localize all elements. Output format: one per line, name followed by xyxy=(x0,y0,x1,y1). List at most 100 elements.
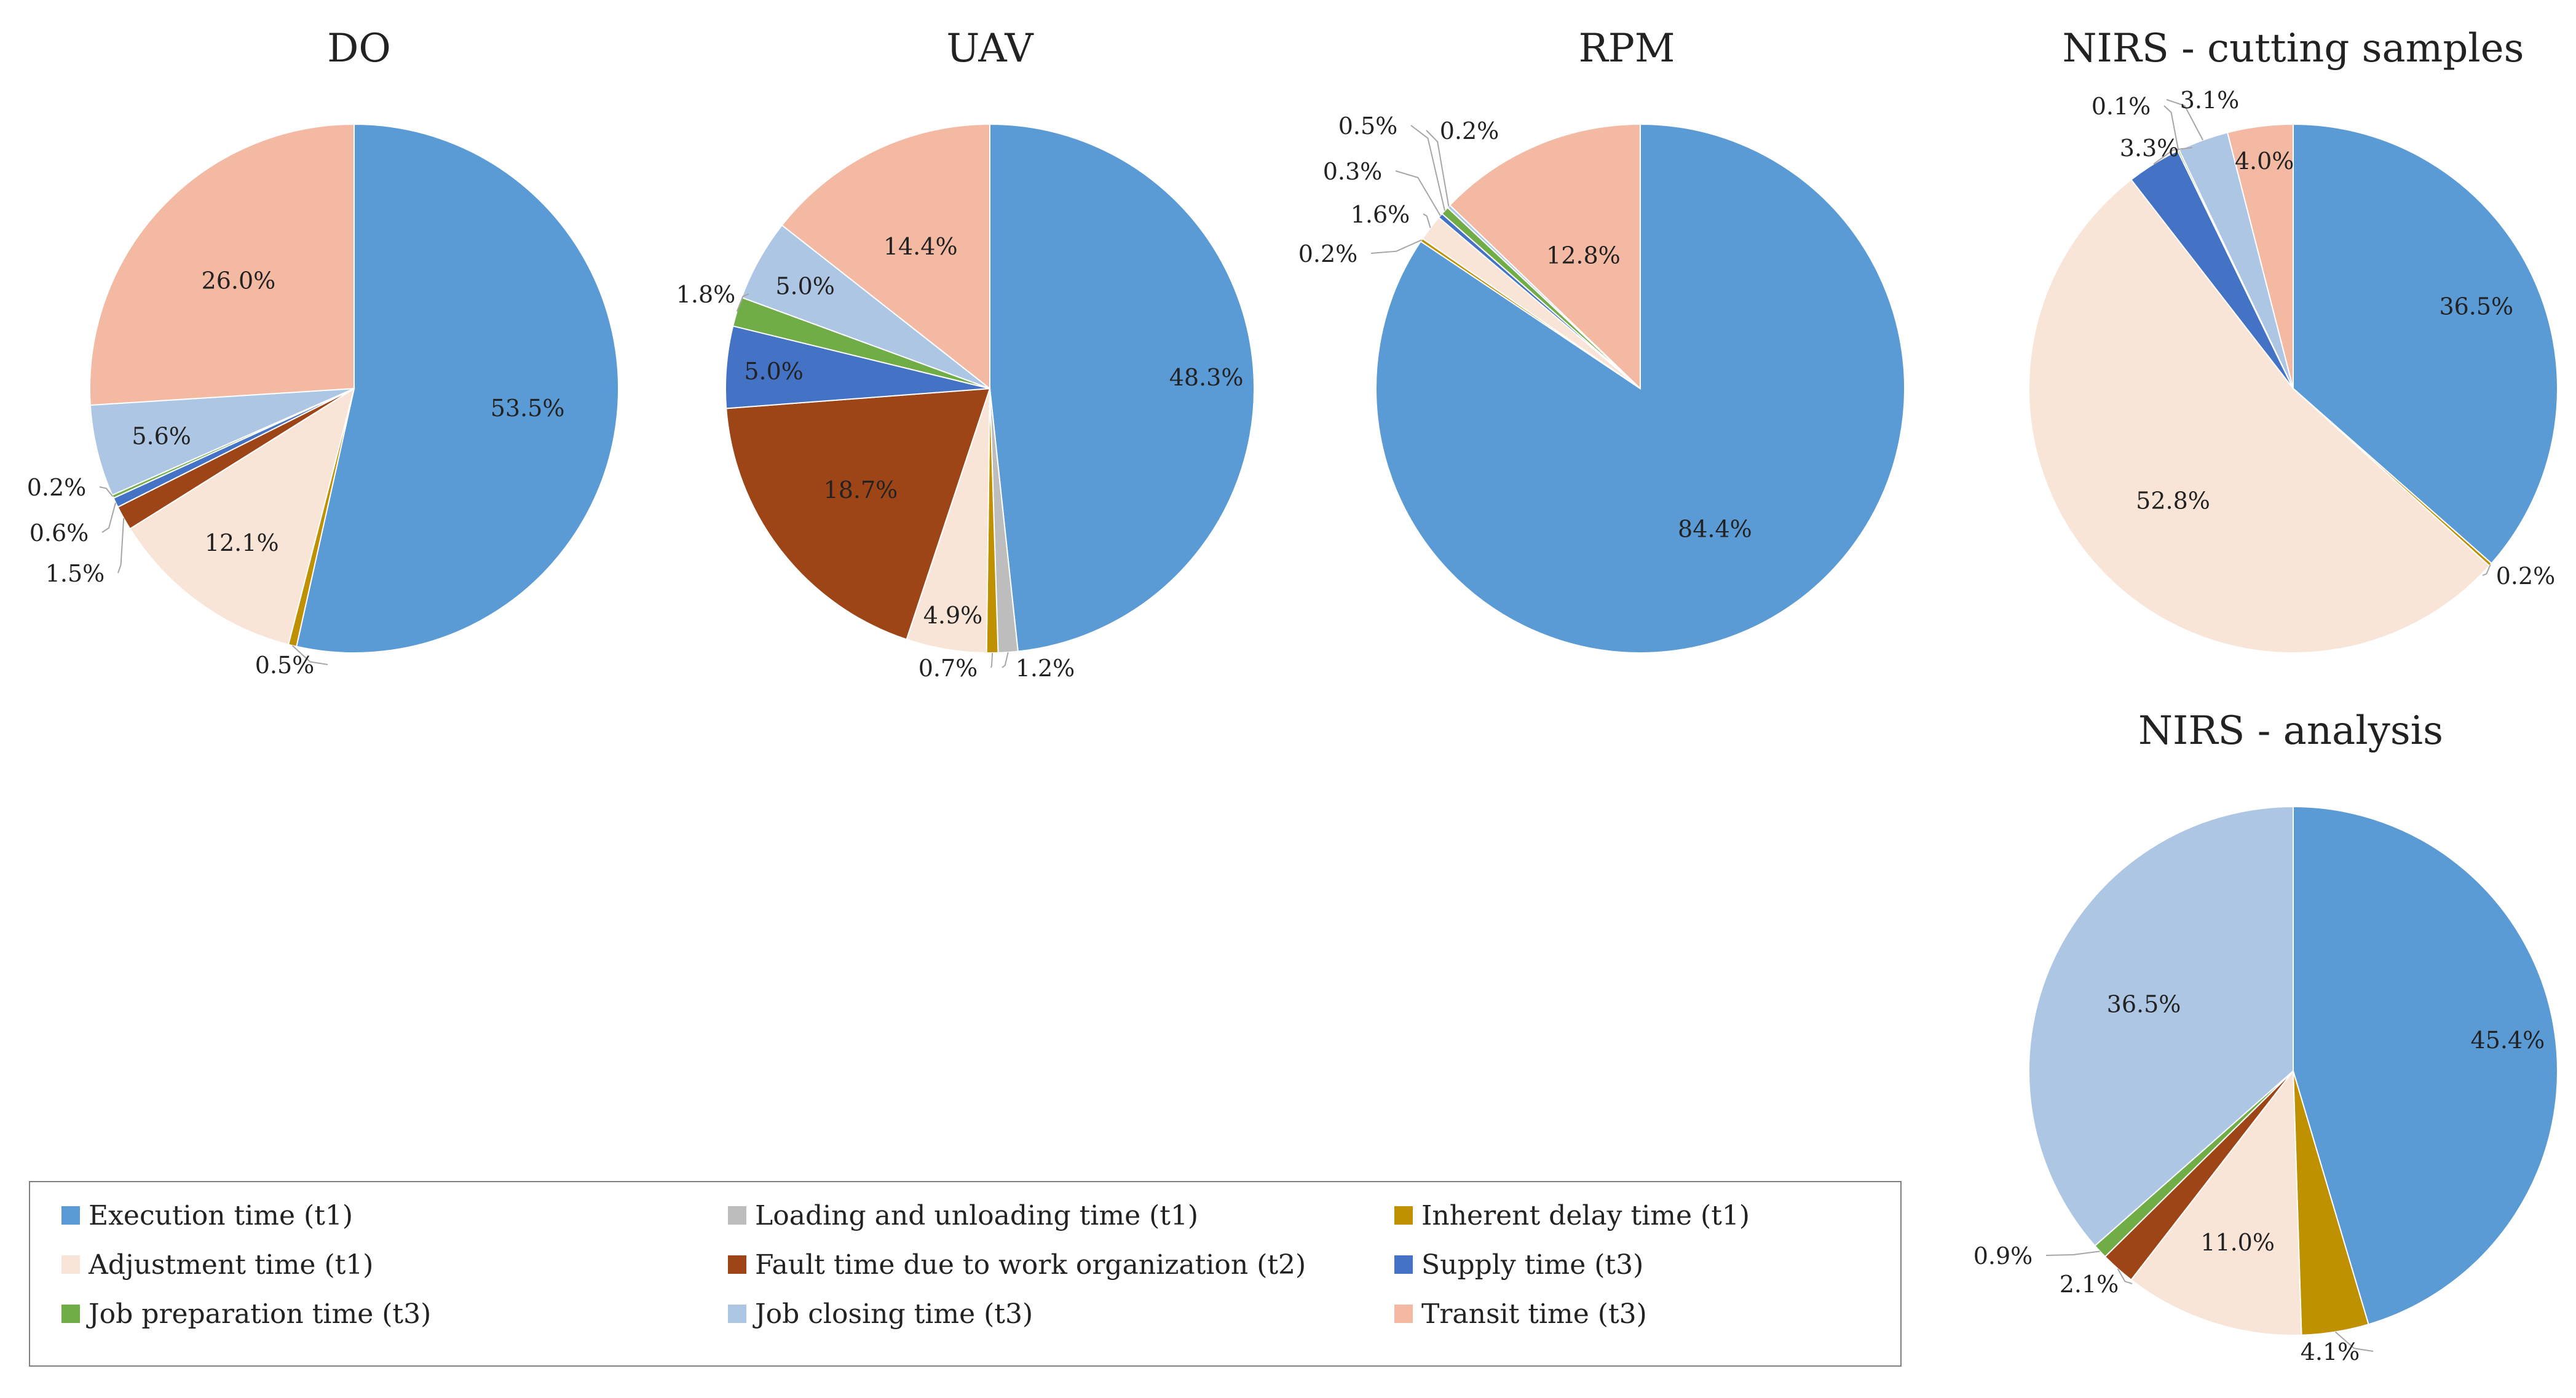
legend-label-inherent: Inherent delay time (t1) xyxy=(1421,1200,1750,1231)
pie-slice-adjustment xyxy=(129,387,355,646)
data-label-preparation: 0.1% xyxy=(2092,93,2151,120)
leader-line-adjustment xyxy=(1423,213,1431,228)
leader-line-preparation xyxy=(99,486,114,497)
pie-slice-execution xyxy=(2293,123,2558,564)
legend-swatch-loading xyxy=(728,1206,746,1225)
leader-line-closing xyxy=(2166,99,2203,141)
data-label-closing: 36.5% xyxy=(2107,990,2181,1017)
data-label-supply: 5.0% xyxy=(744,358,804,385)
data-label-preparation: 0.2% xyxy=(27,474,87,501)
leader-line-supply xyxy=(101,502,117,533)
data-label-preparation: 0.5% xyxy=(1338,113,1398,140)
pie-slice-execution xyxy=(2293,805,2558,1325)
chart-title: NIRS - cutting samples xyxy=(2063,26,2524,71)
pie-slice-transit xyxy=(2226,123,2294,389)
data-label-execution: 53.5% xyxy=(491,395,565,422)
leader-line-inherent xyxy=(2482,564,2491,576)
leader-line-inherent xyxy=(2334,1331,2374,1352)
pie-slice-execution xyxy=(296,123,619,654)
legend-label-closing: Job closing time (t3) xyxy=(753,1298,1033,1330)
legend-swatch-preparation xyxy=(61,1305,80,1323)
pie-chart-2: UAV 48.3% 1.2% 0.7% 4.9% 18.7% 5.0% 1.8% 5.0% 14.… xyxy=(676,26,1255,682)
pie-slice-transit xyxy=(1448,123,1641,390)
data-label-fault: 2.1% xyxy=(2060,1271,2119,1298)
data-label-adjustment: 11.0% xyxy=(2200,1229,2275,1256)
data-label-transit: 4.0% xyxy=(2235,148,2294,175)
legend-label-transit: Transit time (t3) xyxy=(1421,1298,1647,1330)
pie-slice-adjustment xyxy=(2028,178,2491,654)
data-label-closing: 3.1% xyxy=(2180,87,2240,114)
pie-slice-closing xyxy=(2028,805,2294,1247)
legend-label-adjustment: Adjustment time (t1) xyxy=(88,1249,373,1281)
data-label-inherent: 0.2% xyxy=(1298,240,1358,267)
data-label-adjustment: 12.1% xyxy=(205,529,279,556)
data-label-preparation: 1.8% xyxy=(676,281,736,308)
data-label-transit: 26.0% xyxy=(202,267,276,294)
data-label-fault: 18.7% xyxy=(824,476,898,504)
chart-title: NIRS - analysis xyxy=(2138,708,2443,754)
data-label-inherent: 0.7% xyxy=(919,655,978,682)
legend-swatch-supply xyxy=(1394,1255,1413,1274)
legend-label-preparation: Job preparation time (t3) xyxy=(86,1298,431,1330)
data-label-execution: 84.4% xyxy=(1678,516,1752,543)
leader-line-inherent xyxy=(1370,239,1422,254)
leader-line-supply xyxy=(2153,147,2193,165)
data-label-closing: 5.6% xyxy=(132,422,191,449)
legend-label-supply: Supply time (t3) xyxy=(1421,1249,1643,1281)
data-label-loading: 1.2% xyxy=(1016,655,1075,682)
leader-line-fault xyxy=(2117,1268,2133,1284)
data-label-inherent: 4.1% xyxy=(2301,1338,2360,1365)
data-label-execution: 48.3% xyxy=(1169,364,1244,391)
leader-line-preparation xyxy=(736,293,749,312)
data-label-transit: 14.4% xyxy=(883,233,958,260)
legend-swatch-inherent xyxy=(1394,1206,1413,1225)
legend-label-execution: Execution time (t1) xyxy=(89,1200,353,1231)
pie-chart-1: DO 53.5% 0.5% 12.1% 1.5% 0.6% 0.2% 5.6% 26.0% xyxy=(27,26,619,679)
chart-title: DO xyxy=(327,26,391,71)
pie-chart-5: NIRS - analysis 45.4% 4.1% 11.0% 2.1% 0.9% 36.… xyxy=(1973,708,2558,1365)
data-label-supply: 0.6% xyxy=(30,519,89,547)
leader-line-supply xyxy=(1395,170,1441,216)
leader-line-inherent xyxy=(990,652,994,668)
legend-swatch-fault xyxy=(728,1255,746,1274)
leader-line-closing xyxy=(1426,130,1450,207)
data-label-inherent: 0.2% xyxy=(2496,563,2556,590)
leader-line-inherent xyxy=(291,645,328,665)
pie-slice-transit xyxy=(781,123,990,390)
leader-line-fault xyxy=(117,518,125,574)
pie-slice-fault xyxy=(725,387,991,641)
legend-swatch-execution xyxy=(61,1206,80,1225)
legend-label-fault: Fault time due to work organization (t2) xyxy=(755,1249,1306,1281)
pie-slice-execution xyxy=(989,123,1255,652)
legend-swatch-adjustment xyxy=(61,1255,80,1274)
legend-label-loading: Loading and unloading time (t1) xyxy=(755,1200,1198,1231)
data-label-adjustment: 4.9% xyxy=(923,602,983,629)
legend-swatch-transit xyxy=(1394,1305,1413,1323)
data-label-closing: 0.2% xyxy=(1440,117,1499,144)
data-label-adjustment: 1.6% xyxy=(1351,201,1410,228)
leader-line-loading xyxy=(1002,652,1009,668)
data-label-transit: 12.8% xyxy=(1546,242,1621,269)
leader-line-preparation xyxy=(2045,1250,2100,1256)
legend: Execution time (t1) Loading and unloading… xyxy=(29,1181,1902,1367)
chart-title: RPM xyxy=(1579,26,1675,71)
leader-line-preparation xyxy=(1410,125,1445,211)
pie-slice-adjustment xyxy=(2130,1069,2302,1336)
legend-swatch-closing xyxy=(728,1305,746,1323)
pie-chart-4: NIRS - cutting samples 36.5% 0.2% 52.8% 3.3%… xyxy=(2028,26,2558,654)
pie-slice-transit xyxy=(89,123,355,406)
leader-line-preparation xyxy=(2163,105,2179,151)
data-label-preparation: 0.9% xyxy=(1973,1242,2033,1270)
data-label-adjustment: 52.8% xyxy=(2136,487,2210,514)
chart-title: UAV xyxy=(946,26,1034,71)
data-label-supply: 0.3% xyxy=(1323,158,1383,185)
legend-box xyxy=(29,1181,1902,1367)
data-label-fault: 1.5% xyxy=(45,560,105,587)
pie-slice-closing xyxy=(89,388,355,496)
data-label-supply: 3.3% xyxy=(2120,135,2179,162)
pie-chart-3: RPM 84.4% 0.2% 1.6% 0.3% 0.5% 0.2% 12.8% xyxy=(1298,26,1905,654)
data-label-execution: 45.4% xyxy=(2471,1027,2545,1054)
data-label-closing: 5.0% xyxy=(775,272,835,299)
